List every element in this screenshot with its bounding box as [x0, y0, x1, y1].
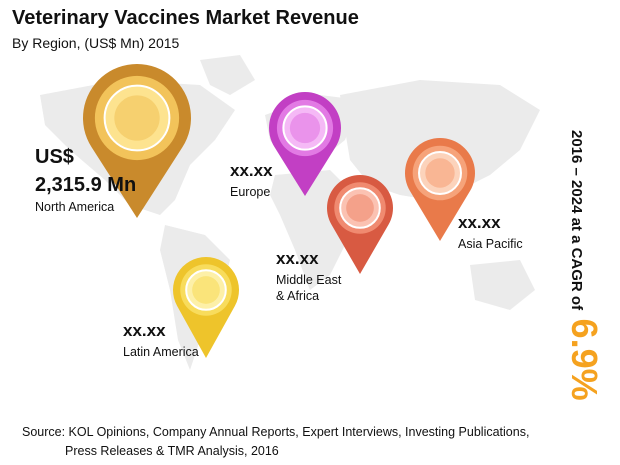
region-label: Latin America [123, 345, 199, 359]
cagr-text: 2016 – 2024 at a CAGR of [568, 130, 585, 311]
pins [82, 63, 475, 358]
region-label: Middle East [276, 273, 342, 287]
pin-core [114, 95, 160, 141]
region-label: & Africa [276, 289, 319, 303]
pin-core [346, 194, 374, 222]
region-label: Europe [230, 185, 270, 199]
region-value: xx.xx [458, 213, 501, 232]
pin-core [192, 276, 220, 304]
pin-core [425, 158, 455, 188]
currency: US$ [35, 146, 74, 168]
pin-core [289, 112, 321, 144]
subtitle: By Region, (US$ Mn) 2015 [12, 35, 180, 51]
region-value: xx.xx [276, 249, 319, 268]
cagr-value: 6.9% [564, 319, 605, 401]
region-value: 2,315.9 Mn [35, 174, 136, 196]
region-label: North America [35, 200, 114, 214]
region-value: xx.xx [230, 161, 273, 180]
region-label: Asia Pacific [458, 237, 523, 251]
cagr: 2016 – 2024 at a CAGR of 6.9% [564, 130, 605, 401]
title: Veterinary Vaccines Market Revenue [12, 7, 359, 29]
source: Press Releases & TMR Analysis, 2016 [65, 444, 279, 458]
region-value: xx.xx [123, 321, 166, 340]
source: Source: KOL Opinions, Company Annual Rep… [22, 425, 529, 439]
